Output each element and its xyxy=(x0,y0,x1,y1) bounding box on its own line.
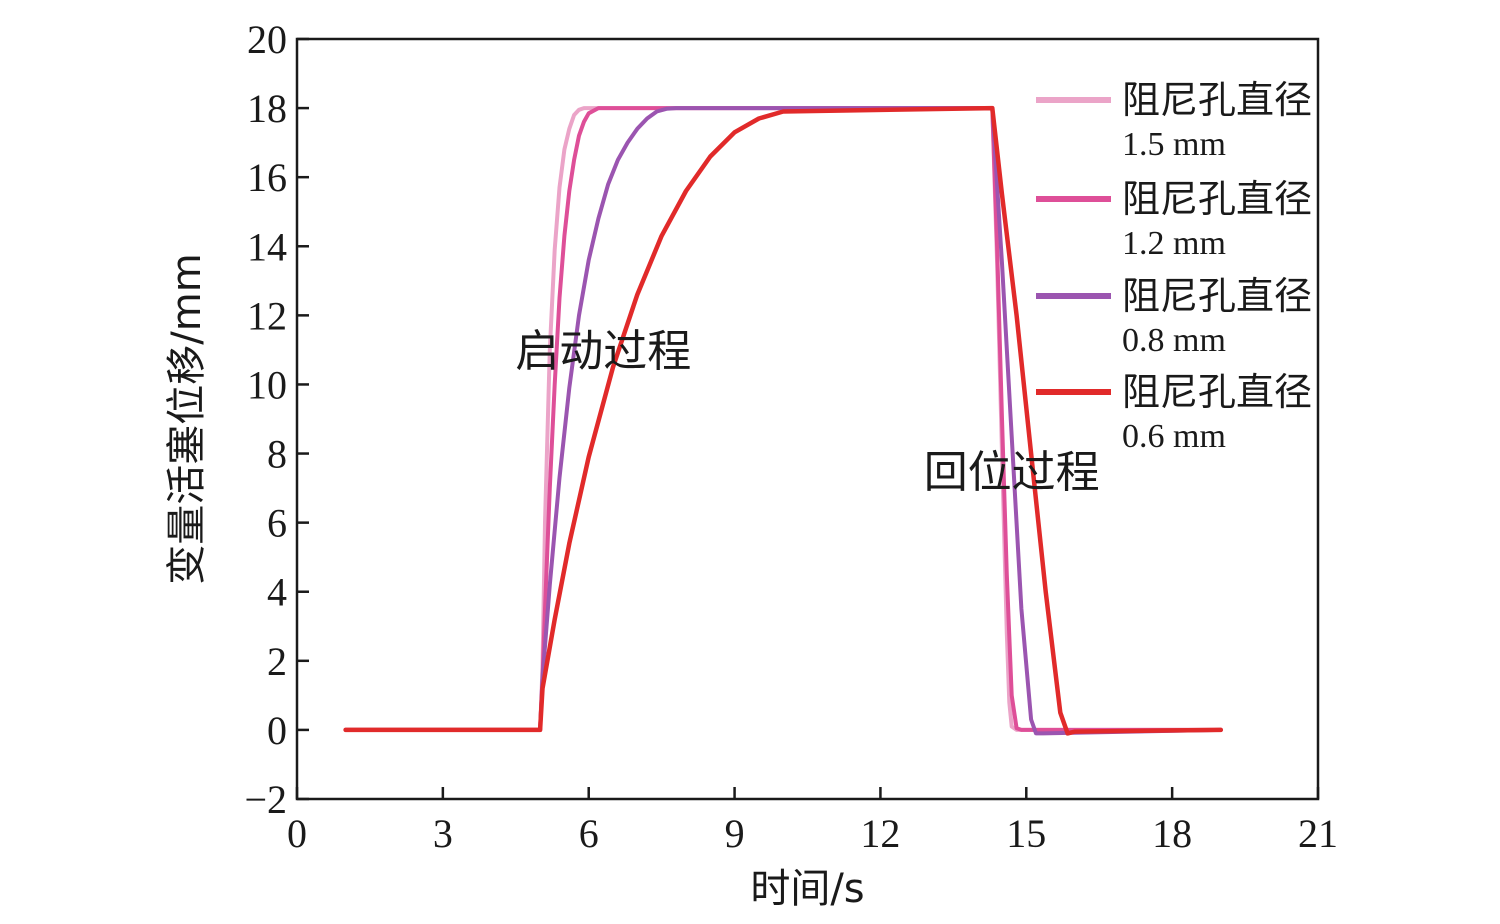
series-line-0 xyxy=(343,106,1223,732)
y-axis-title: 变量活塞位移/mm xyxy=(164,253,210,584)
legend-entry-3: 阻尼孔直径 0.6 mm xyxy=(1036,370,1312,455)
series-line-3 xyxy=(343,105,1224,736)
legend-entry-0: 阻尼孔直径 1.5 mm xyxy=(1036,78,1312,163)
series-lines xyxy=(343,105,1224,736)
series-line-1 xyxy=(343,106,1223,732)
y-tick-label: 4 xyxy=(267,570,287,615)
legend-label: 阻尼孔直径 xyxy=(1122,274,1312,318)
legend: 阻尼孔直径 1.5 mm 阻尼孔直径 1.2 mm 阻尼孔直径 0.8 mm 阻… xyxy=(1036,78,1312,455)
y-tick-label: 18 xyxy=(247,86,287,131)
x-tick-label: 3 xyxy=(433,811,453,856)
x-tick-label: 12 xyxy=(860,811,900,856)
y-tick-label: 16 xyxy=(247,155,287,200)
y-tick-label: −2 xyxy=(244,777,287,822)
series-line-2 xyxy=(343,106,1223,736)
annotation-startup: 启动过程 xyxy=(515,326,691,377)
y-tick-label: 10 xyxy=(247,362,287,407)
x-tick-label: 15 xyxy=(1006,811,1046,856)
y-tick-label: 6 xyxy=(267,501,287,546)
plot-frame xyxy=(295,37,1320,801)
y-tick-label: 2 xyxy=(267,639,287,684)
legend-value: 0.8 mm xyxy=(1122,322,1226,359)
y-tick-label: 8 xyxy=(267,432,287,477)
legend-value: 0.6 mm xyxy=(1122,418,1226,455)
legend-value: 1.5 mm xyxy=(1122,126,1226,163)
annotation-return: 回位过程 xyxy=(924,447,1100,498)
legend-entry-2: 阻尼孔直径 0.8 mm xyxy=(1036,274,1312,359)
x-tick-label: 0 xyxy=(287,811,307,856)
legend-label: 阻尼孔直径 xyxy=(1122,78,1312,122)
x-axis-title: 时间/s xyxy=(750,866,864,912)
y-tick-label: 20 xyxy=(247,17,287,62)
legend-label: 阻尼孔直径 xyxy=(1122,370,1312,414)
legend-label: 阻尼孔直径 xyxy=(1122,177,1312,221)
x-tick-label: 9 xyxy=(725,811,745,856)
y-tick-label: 0 xyxy=(267,708,287,753)
y-axis-ticks: −2 0 2 4 6 8 10 12 14 16 18 20 xyxy=(244,17,309,822)
x-tick-label: 18 xyxy=(1152,811,1192,856)
legend-entry-1: 阻尼孔直径 1.2 mm xyxy=(1036,177,1312,262)
legend-value: 1.2 mm xyxy=(1122,225,1226,262)
y-tick-label: 12 xyxy=(247,293,287,338)
x-tick-label: 21 xyxy=(1298,811,1338,856)
x-tick-label: 6 xyxy=(579,811,599,856)
x-axis-ticks: 0 3 6 9 12 15 18 21 xyxy=(287,787,1338,856)
y-tick-label: 14 xyxy=(247,224,287,269)
